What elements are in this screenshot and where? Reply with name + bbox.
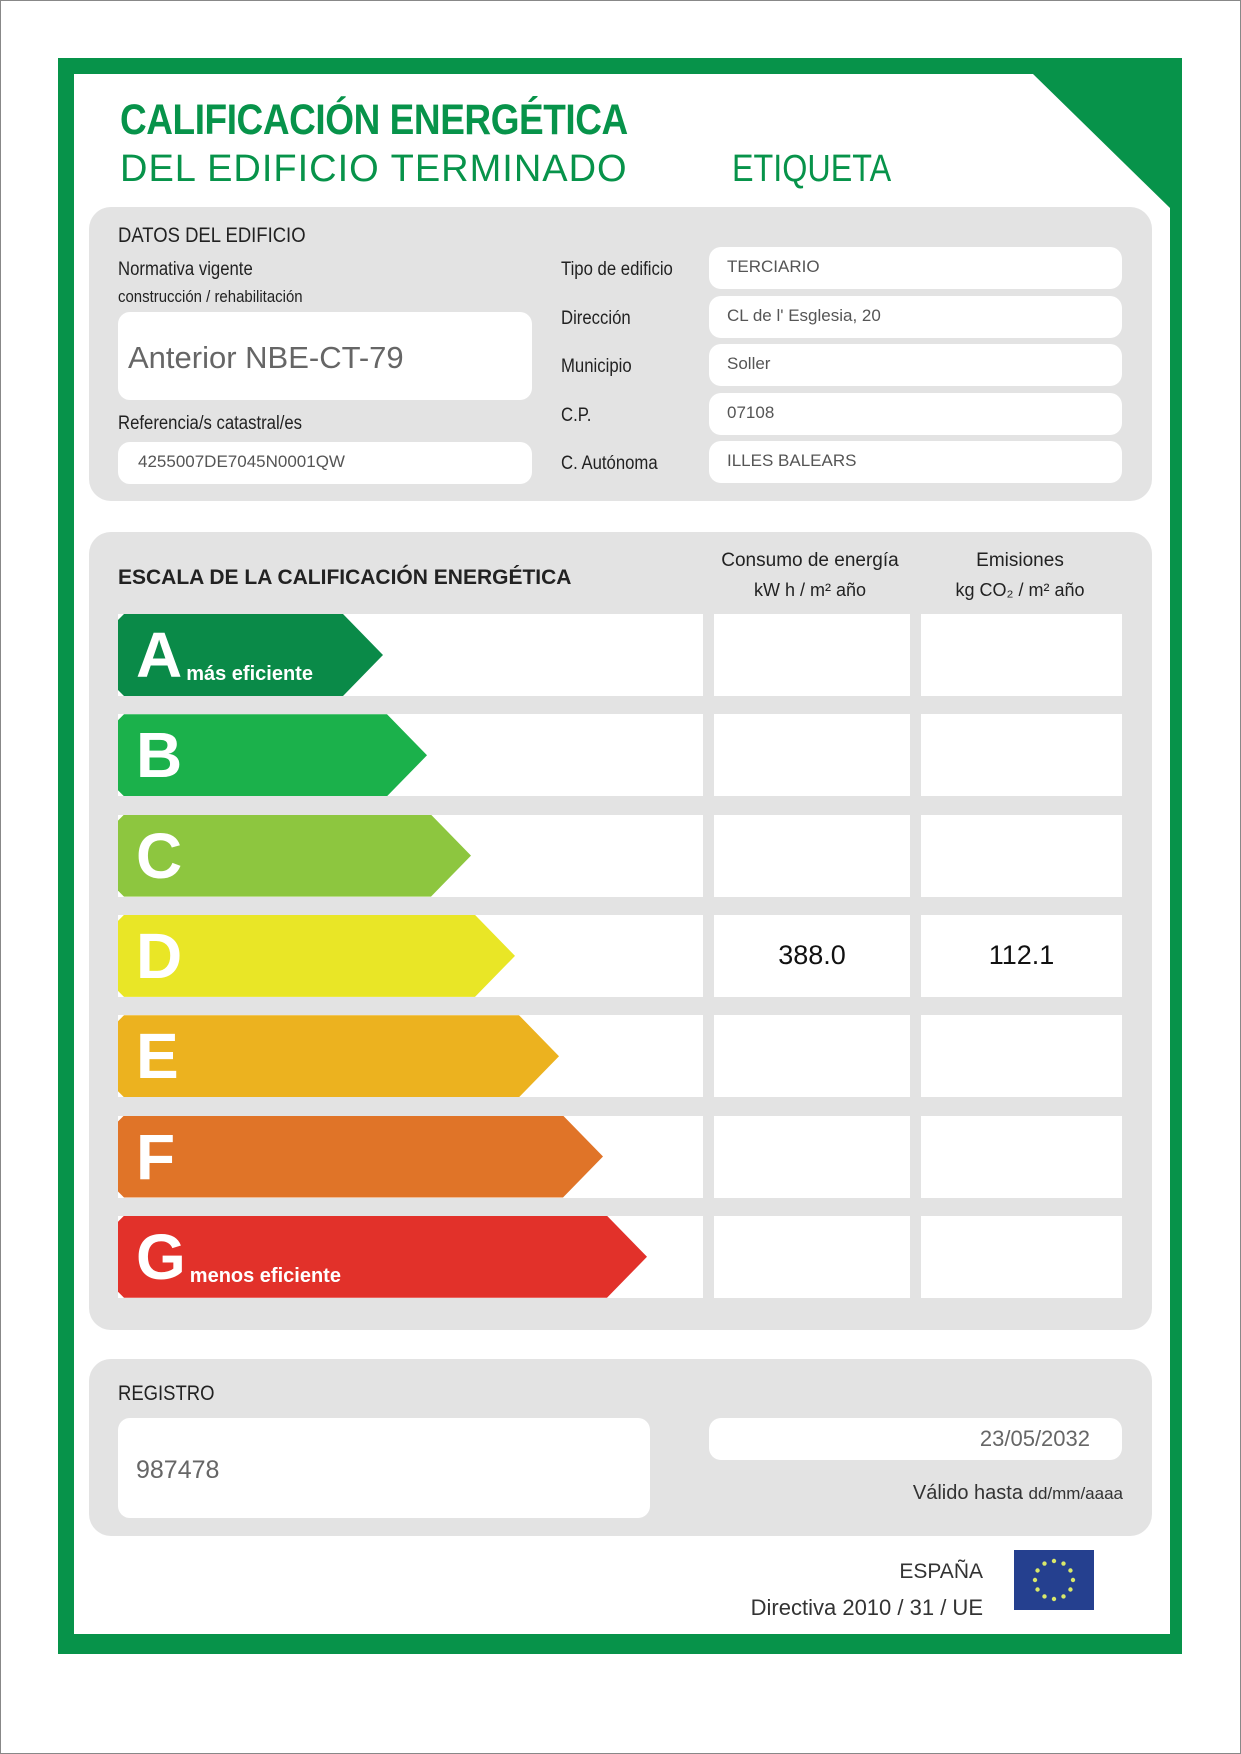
rating-letter: B [136, 719, 183, 792]
registro-value: 987478 [136, 1456, 220, 1484]
eu-star [1061, 1561, 1066, 1566]
rating-bar-c: C [118, 815, 471, 897]
rating-letter: G [136, 1220, 186, 1293]
emisiones-cell [921, 1115, 1122, 1198]
field-label: Municipio [561, 356, 632, 377]
consumo-cell: 388.0 [714, 914, 910, 997]
title-line2: DEL EDIFICIO TERMINADO [120, 148, 628, 190]
datos-title: DATOS DEL EDIFICIO [118, 224, 306, 247]
eu-star [1068, 1587, 1073, 1592]
emisiones-cell [921, 614, 1122, 696]
field-box: ILLES BALEARS [709, 441, 1122, 483]
field-box: 07108 [709, 392, 1122, 435]
eu-star [1051, 1558, 1057, 1564]
normativa-field: Anterior NBE-CT-79 [118, 312, 532, 400]
rating-letter: A [136, 619, 183, 691]
label-type: ETIQUETA [732, 148, 892, 190]
eu-star [1061, 1594, 1066, 1599]
field-label: Tipo de edificio [561, 259, 673, 280]
rating-letter: C [136, 819, 183, 892]
emisiones-cell: 112.1 [921, 914, 1122, 997]
emisiones-cell [921, 714, 1122, 797]
eu-star [1035, 1568, 1040, 1573]
rating-sub: más eficiente [186, 663, 313, 685]
field-box: TERCIARIO [709, 247, 1122, 289]
eu-star [1068, 1568, 1073, 1573]
escala-title: ESCALA DE LA CALIFICACIÓN ENERGÉTICA [118, 566, 572, 589]
consumo-cell [714, 1215, 910, 1298]
rating-bar-b: B [118, 714, 427, 796]
field-box: CL de l' Esglesia, 20 [709, 295, 1122, 338]
directive: Directiva 2010 / 31 / UE [750, 1595, 983, 1620]
emisiones-header: Emisiones [976, 550, 1064, 571]
valid-format: dd/mm/aaaa [1028, 1484, 1124, 1503]
emisiones-cell [921, 1015, 1122, 1098]
consumo-cell [714, 614, 910, 696]
registro-field: 987478 [118, 1418, 650, 1518]
title-line1: CALIFICACIÓN ENERGÉTICA [120, 96, 628, 144]
normativa-label-2: construcción / rehabilitación [118, 287, 303, 306]
field-label: C.P. [561, 404, 592, 426]
consumo-cell [714, 1015, 910, 1098]
registro-title: REGISTRO [118, 1382, 215, 1405]
eu-star [1051, 1596, 1057, 1602]
rating-bar-e: E [118, 1015, 559, 1097]
rating-bar-d: D [118, 915, 515, 997]
eu-flag-icon [1014, 1550, 1094, 1610]
consumo-unit: kW h / m² año [753, 580, 867, 600]
country: ESPAÑA [899, 1560, 983, 1583]
eu-star [1070, 1577, 1076, 1583]
rating-letter: D [136, 919, 183, 992]
field-value: TERCIARIO [727, 257, 820, 276]
field-value: ILLES BALEARS [727, 451, 857, 470]
eu-star [1035, 1587, 1040, 1592]
valid-label-row: Válido hasta dd/mm/aaaa [913, 1482, 1123, 1505]
field-box: Soller [709, 344, 1122, 386]
rating-bar-a: A más eficiente [118, 614, 383, 696]
referencia-label: Referencia/s catastral/es [118, 413, 303, 434]
consumo-cell [714, 1115, 910, 1198]
valid-date-field: 23/05/2032 [709, 1418, 1122, 1460]
rating-sub: menos eficiente [189, 1264, 341, 1287]
consumo-cell [714, 814, 910, 897]
valid-date: 23/05/2032 [979, 1426, 1090, 1451]
rating-bar-f: F [118, 1116, 603, 1198]
consumo-header: Consumo de energía [721, 550, 899, 571]
eu-star [1042, 1594, 1047, 1599]
eu-star [1042, 1561, 1047, 1566]
field-value: 07108 [727, 402, 775, 422]
emisiones-cell [921, 814, 1122, 897]
rating-letter: E [136, 1020, 179, 1093]
field-value: Soller [727, 354, 771, 373]
normativa-label: Normativa vigente [118, 259, 253, 280]
normativa-value: Anterior NBE-CT-79 [128, 340, 404, 375]
referencia-value: 4255007DE7045N0001QW [138, 452, 345, 471]
consumo-cell [714, 714, 910, 797]
valid-label: Válido hasta [912, 1482, 1023, 1504]
rating-letter: F [136, 1120, 176, 1193]
eu-star [1032, 1577, 1038, 1583]
emisiones-unit: kg CO₂ / m² año [955, 580, 1085, 600]
field-label: C. Autónoma [561, 453, 658, 474]
referencia-field: 4255007DE7045N0001QW [118, 442, 532, 484]
rating-bar-g: G menos eficiente [118, 1216, 647, 1298]
emisiones-cell [921, 1215, 1122, 1298]
field-label: Dirección [561, 307, 631, 329]
field-value: CL de l' Esglesia, 20 [727, 305, 881, 325]
